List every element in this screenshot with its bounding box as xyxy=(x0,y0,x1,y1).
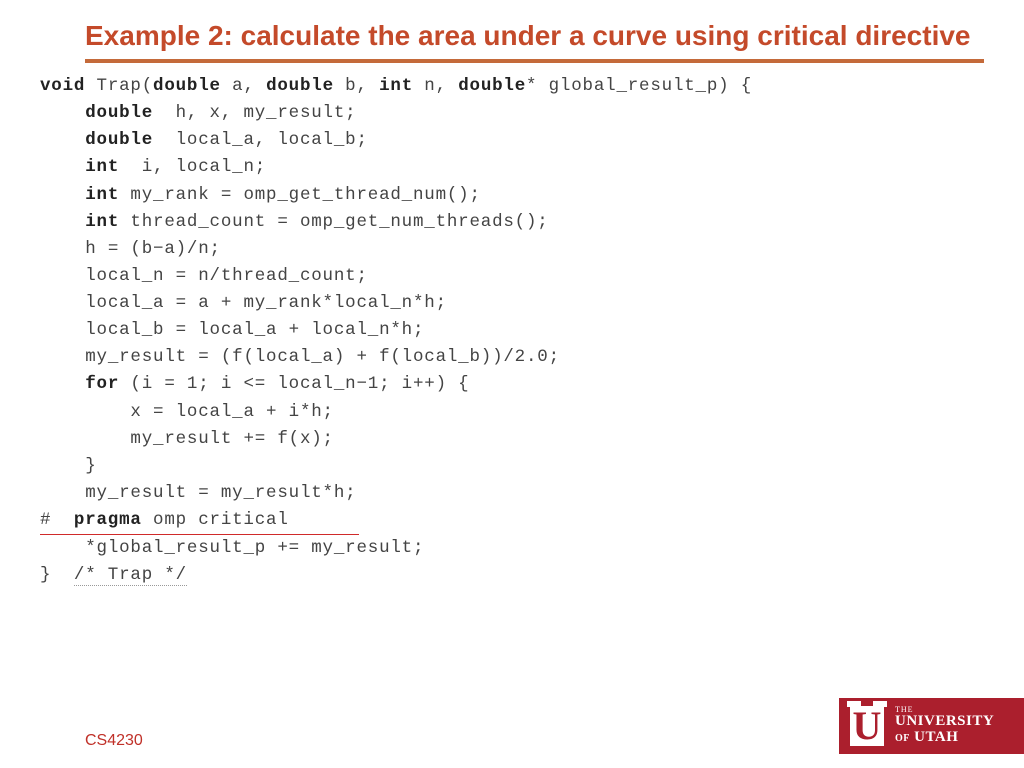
logo-text: THE UNIVERSITY OF UTAH xyxy=(895,706,994,746)
code-line: local_b = local_a + local_n*h; xyxy=(40,317,984,344)
code-line: double h, x, my_result; xyxy=(40,100,984,127)
code-block: void Trap(double a, double b, int n, dou… xyxy=(40,73,984,589)
code-line: local_a = a + my_rank*local_n*h; xyxy=(40,290,984,317)
slide-container: Example 2: calculate the area under a cu… xyxy=(0,0,1024,768)
code-line: int my_rank = omp_get_thread_num(); xyxy=(40,182,984,209)
code-line: my_result = my_result*h; xyxy=(40,480,984,507)
code-line: h = (b−a)/n; xyxy=(40,236,984,263)
university-logo: U THE UNIVERSITY OF UTAH xyxy=(839,698,1024,754)
course-footer: CS4230 xyxy=(85,732,143,750)
code-line: double local_a, local_b; xyxy=(40,127,984,154)
code-line: } xyxy=(40,453,984,480)
code-line: local_n = n/thread_count; xyxy=(40,263,984,290)
code-line: x = local_a + i*h; xyxy=(40,399,984,426)
code-line: } /* Trap */ xyxy=(40,562,984,589)
logo-u-mark: U xyxy=(845,700,889,752)
code-line: int i, local_n; xyxy=(40,154,984,181)
code-line: for (i = 1; i <= local_n−1; i++) { xyxy=(40,371,984,398)
code-line: void Trap(double a, double b, int n, dou… xyxy=(40,73,984,100)
slide-title: Example 2: calculate the area under a cu… xyxy=(85,18,984,63)
code-line: my_result = (f(local_a) + f(local_b))/2.… xyxy=(40,344,984,371)
code-line: int thread_count = omp_get_num_threads()… xyxy=(40,209,984,236)
code-line: my_result += f(x); xyxy=(40,426,984,453)
code-line: # pragma omp critical xyxy=(40,507,984,535)
code-line: *global_result_p += my_result; xyxy=(40,535,984,562)
